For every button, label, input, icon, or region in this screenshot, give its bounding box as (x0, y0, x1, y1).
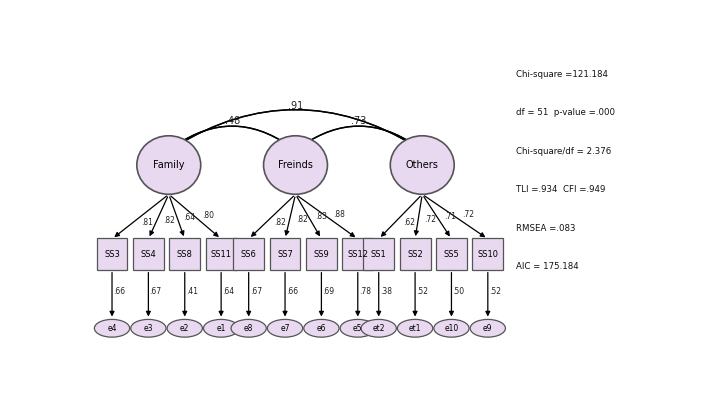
Text: .67: .67 (149, 287, 161, 296)
Text: Chi-square/df = 2.376: Chi-square/df = 2.376 (516, 146, 611, 156)
Text: .82: .82 (296, 215, 308, 224)
FancyBboxPatch shape (269, 238, 301, 270)
Text: e7: e7 (280, 324, 290, 333)
Text: TLI =.934  CFI =.949: TLI =.934 CFI =.949 (516, 185, 605, 194)
Text: RMSEA =.083: RMSEA =.083 (516, 224, 575, 232)
FancyBboxPatch shape (400, 238, 430, 270)
Text: SS5: SS5 (444, 250, 459, 259)
Ellipse shape (340, 320, 375, 337)
Ellipse shape (137, 136, 201, 194)
FancyBboxPatch shape (205, 238, 237, 270)
Text: .50: .50 (452, 287, 465, 296)
Text: e3: e3 (144, 324, 153, 333)
FancyBboxPatch shape (133, 238, 164, 270)
Ellipse shape (95, 320, 129, 337)
Text: SS2: SS2 (407, 250, 423, 259)
Text: SS3: SS3 (104, 250, 120, 259)
Text: .82: .82 (164, 216, 175, 225)
Text: SS1: SS1 (371, 250, 387, 259)
Text: Family: Family (153, 160, 185, 170)
Text: .41: .41 (186, 287, 198, 296)
Text: SS11: SS11 (210, 250, 232, 259)
Text: .81: .81 (141, 218, 154, 227)
Text: .64: .64 (183, 213, 196, 222)
Text: e4: e4 (107, 324, 117, 333)
FancyBboxPatch shape (233, 238, 264, 270)
Ellipse shape (397, 320, 433, 337)
Text: .72: .72 (424, 215, 437, 224)
Text: .73: .73 (351, 116, 367, 126)
Text: e8: e8 (244, 324, 253, 333)
Text: e6: e6 (316, 324, 326, 333)
Text: .52: .52 (489, 287, 501, 296)
Text: SS8: SS8 (177, 250, 193, 259)
Ellipse shape (361, 320, 396, 337)
Text: .88: .88 (333, 210, 346, 219)
Ellipse shape (131, 320, 166, 337)
Ellipse shape (390, 136, 454, 194)
Text: AIC = 175.184: AIC = 175.184 (516, 262, 579, 271)
FancyBboxPatch shape (169, 238, 201, 270)
Text: SS6: SS6 (241, 250, 257, 259)
Text: .71: .71 (444, 212, 456, 221)
Text: SS7: SS7 (277, 250, 293, 259)
Text: e1: e1 (216, 324, 226, 333)
Text: .38: .38 (380, 287, 392, 296)
Ellipse shape (231, 320, 267, 337)
Text: .62: .62 (403, 218, 415, 227)
Text: e9: e9 (483, 324, 493, 333)
Text: .83: .83 (315, 212, 327, 221)
FancyBboxPatch shape (472, 238, 503, 270)
Text: et2: et2 (373, 324, 385, 333)
Text: SS10: SS10 (477, 250, 498, 259)
Text: .78: .78 (359, 287, 371, 296)
Ellipse shape (470, 320, 506, 337)
Text: SS12: SS12 (347, 250, 368, 259)
FancyBboxPatch shape (436, 238, 467, 270)
Text: .80: .80 (202, 211, 214, 220)
FancyBboxPatch shape (97, 238, 127, 270)
Ellipse shape (304, 320, 339, 337)
Ellipse shape (434, 320, 469, 337)
Text: .82: .82 (274, 218, 286, 227)
Ellipse shape (167, 320, 203, 337)
Text: df = 51  p-value =.000: df = 51 p-value =.000 (516, 108, 615, 117)
Text: .72: .72 (461, 210, 474, 219)
Text: .52: .52 (416, 287, 428, 296)
Text: SS4: SS4 (141, 250, 156, 259)
Text: et1: et1 (409, 324, 422, 333)
Text: .91: .91 (288, 101, 303, 111)
FancyBboxPatch shape (363, 238, 394, 270)
Ellipse shape (267, 320, 303, 337)
Text: e2: e2 (180, 324, 189, 333)
Text: .48: .48 (225, 116, 240, 126)
Text: .67: .67 (250, 287, 262, 296)
Text: e10: e10 (444, 324, 459, 333)
Ellipse shape (203, 320, 239, 337)
Text: .64: .64 (223, 287, 235, 296)
Text: SS9: SS9 (314, 250, 329, 259)
FancyBboxPatch shape (306, 238, 337, 270)
FancyBboxPatch shape (343, 238, 373, 270)
Text: Chi-square =121.184: Chi-square =121.184 (516, 70, 608, 78)
Text: Others: Others (406, 160, 439, 170)
Text: Freinds: Freinds (278, 160, 313, 170)
Text: .66: .66 (286, 287, 299, 296)
Text: e5: e5 (353, 324, 363, 333)
Text: .66: .66 (113, 287, 125, 296)
Text: .69: .69 (323, 287, 335, 296)
Ellipse shape (264, 136, 328, 194)
